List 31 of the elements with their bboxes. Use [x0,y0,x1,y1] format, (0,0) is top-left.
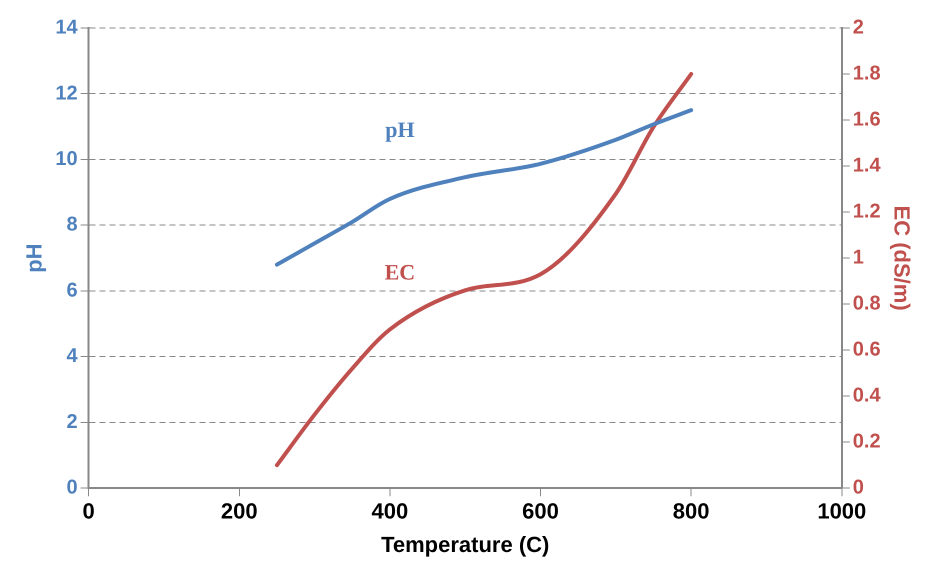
y2-tick-label: 1 [852,246,864,269]
y2-tick-label: 0 [852,476,864,499]
x-tick-label: 400 [372,498,408,524]
y-tick-label: 12 [55,82,78,104]
y2-tick-label: 1.6 [852,108,881,131]
series-label: EC [384,259,416,284]
y-tick-label: 2 [66,410,78,433]
y2-tick-label: 0.8 [852,292,881,315]
y2-tick-label: 0.4 [852,384,882,407]
x-tick-label: 600 [522,498,559,524]
y-tick-label: 4 [66,345,79,368]
y2-tick-label: 0.6 [852,338,881,361]
y-tick-label: 8 [66,214,78,236]
x-axis-title: Temperature (C) [381,532,550,557]
text: pH [385,116,415,142]
x-tick-label: 200 [220,498,258,524]
y2-tick-label: 1.8 [852,62,881,85]
y-tick-label: 0 [66,476,78,499]
y-tick-label: 10 [55,148,78,170]
y2-tick-label: 0.2 [852,430,881,453]
y-axis-title: pH [21,243,46,273]
x-tick-label: 0 [82,498,95,524]
y-tick-label: 14 [55,16,79,39]
x-tick-label: 1000 [817,498,866,524]
y2-tick-label: 1.4 [852,154,882,177]
line-series [274,72,694,468]
y2-tick-label: 2 [852,16,864,39]
y-tick-label: 6 [66,279,78,302]
y2-tick-label: 1.2 [852,200,881,223]
y2-axis-title: EC (dS/m) [890,206,915,311]
x-tick-label: 800 [672,498,710,524]
